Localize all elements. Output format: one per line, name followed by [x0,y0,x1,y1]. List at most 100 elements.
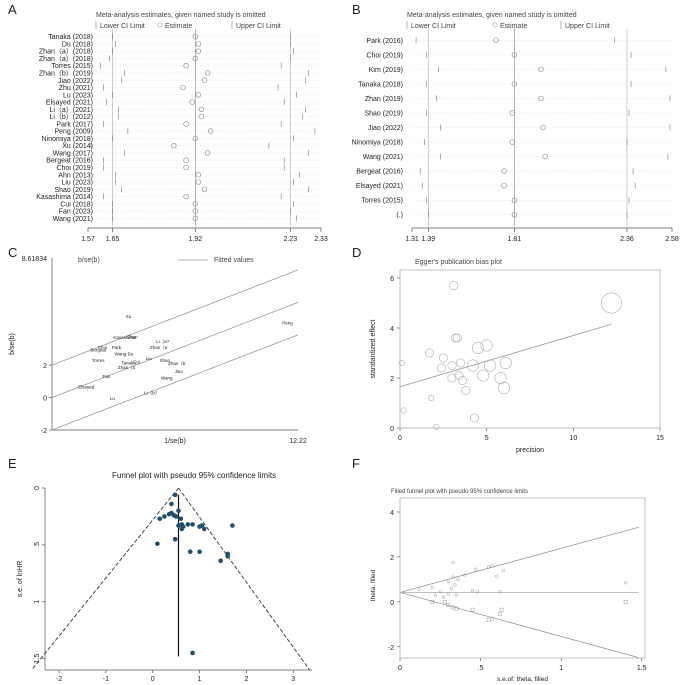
study-label: Kasashima (2014) [36,194,93,201]
study-point [480,339,493,352]
x-tick-label: 5 [485,435,489,442]
estimate-point [192,135,199,142]
study-point [169,501,174,507]
estimate-point [198,113,205,120]
x-axis-label: s.e.of: theta, filled [497,676,548,683]
legend-estimate: Estimate [165,23,192,30]
x-tick-label: 10 [569,435,577,442]
study-point [173,514,179,519]
study-point-label: Du [128,351,134,356]
estimate-point [509,110,516,116]
panel-letter-f: F [352,456,360,471]
y-tick-label: 0 [390,600,394,607]
y-axis-label: b/se(b) [9,333,16,355]
observed-point [490,564,494,568]
chart-c-legend: b/se(b) Fitted values [78,257,254,264]
study-label: Cui (2018) [60,201,93,208]
study-point-label: Shao [159,358,170,363]
study-point-label: Lu [110,396,116,401]
x-tick-label: 1.92 [188,236,202,243]
filled-point [498,612,502,617]
pseudo-ci-left [31,487,179,671]
estimate-point [183,157,189,163]
estimate-point [542,153,548,160]
study-label: Bergeat (2016) [356,169,403,176]
estimate-point [183,193,189,200]
y-tick-label: 2 [390,376,394,383]
legend-fitted: Fitted values [214,257,254,264]
study-point [398,360,405,367]
study-label: Tanaka (2018) [48,34,93,41]
observed-point [430,585,434,589]
study-label: Liu (2023) [61,180,93,187]
study-point [447,373,457,383]
study-point [178,516,184,522]
study-point [190,650,195,656]
study-point-label: Fan [102,374,110,379]
x-tick-label: -2 [56,676,62,683]
filled-point [490,616,494,621]
chart-b-legend: Lower CI Limit Estimate Upper CI Limit [406,21,610,30]
study-point [494,372,507,385]
chart-b-title: Meta-analysis estimates, given named stu… [407,12,577,19]
study-point-label: Tanaka [121,360,136,365]
study-label: Du (2018) [62,41,93,48]
estimate-point [195,172,202,178]
study-label: Kim (2019) [369,67,403,74]
study-label: Torres (2015) [361,198,403,205]
study-point [424,348,434,358]
study-label: Shao (2019) [364,110,403,117]
x-axis-label: 1/se(b) [164,438,186,445]
estimate-point [171,142,177,149]
x-tick-label: 15 [656,435,664,442]
study-point [449,280,459,290]
study-label: Park (2016) [366,38,403,45]
x-tick-label: 2 [244,676,248,683]
study-label: Ninomiya (2018) [352,140,403,147]
estimate-point [501,168,507,174]
egger-plot: Egger's publication bias plot 0 2 4 6 0 5 10 15… [370,259,664,454]
x-tick-label: 1.39 [422,236,436,243]
y-tick-label: -2 [388,645,394,652]
estimate-point [180,84,186,91]
study-point [461,386,471,396]
filled-point [443,599,447,604]
y-axis-label: theta, filled [370,569,377,601]
filled-point [486,617,491,622]
observed-point [487,565,491,569]
estimate-point [493,37,499,43]
y-tick-label: 8.61834 [22,256,47,263]
estimate-point [183,121,189,127]
chart-d-plot: 0 2 4 6 0 5 10 15 precision standardized effect [370,269,664,454]
study-point-label: Li（a? [156,339,170,344]
study-point-label: Choi [98,345,107,350]
study-label: Elsayed (2021) [356,183,403,190]
estimate-point [540,124,546,131]
observed-point [438,590,442,594]
legend-upper: Upper CI Limit [236,23,281,30]
x-tick-label: 0 [398,665,402,672]
study-point [438,353,448,363]
plot-frame [399,269,661,429]
plot-frame [399,497,646,659]
chart-f-title: Filled funnel plot with pseudo 95% confi… [391,489,528,495]
estimate-point [204,150,211,156]
estimate-point [511,212,518,218]
observed-point [462,573,467,577]
observed-point [451,575,455,579]
estimate-point [195,179,202,185]
y-tick-label: 0 [390,426,394,433]
galbraith-plot: b/se(b) Fitted values 8.61834 -2 0 2 12.22 1/… [9,256,307,445]
chart-b-plot: Park (2016) Choi (2019) Kim (2019) Tanaka (… [352,29,679,243]
study-point [187,549,193,554]
study-label: Li（a）(2021) [49,106,93,114]
x-tick-label: -1 [103,676,109,683]
estimate-point [192,208,199,214]
study-point [197,549,202,554]
study-point [470,413,480,423]
study-label: Ninomiya (2018) [42,136,93,143]
estimate-point [511,197,518,203]
study-point-label: Xu [126,314,132,319]
estimate-point [538,95,544,102]
study-label: Elsayed (2021) [46,100,93,107]
